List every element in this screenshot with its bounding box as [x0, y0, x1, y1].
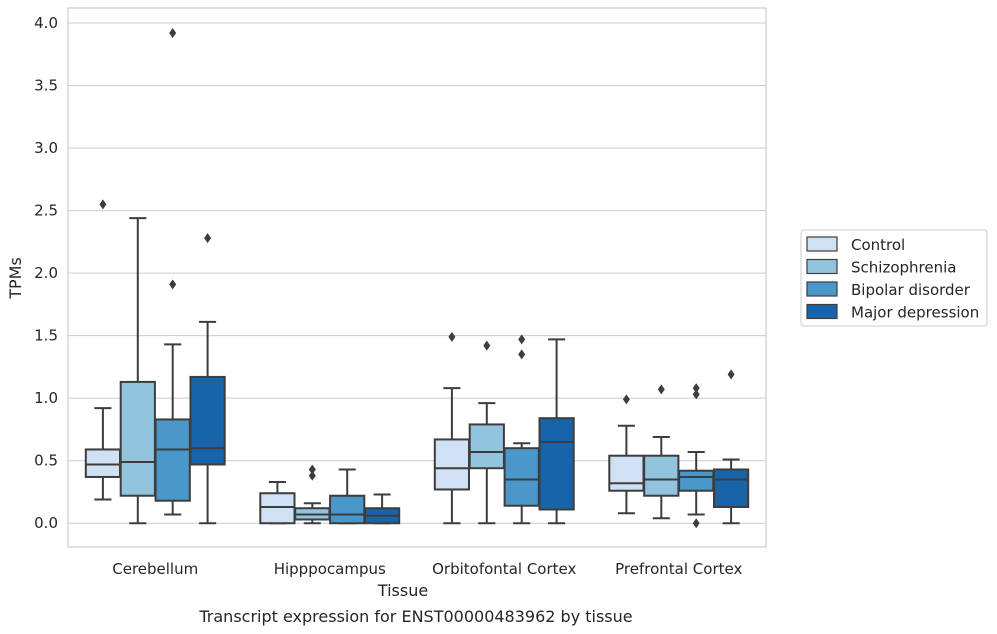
x-axis-label: Tissue	[377, 581, 428, 600]
outlier-point	[727, 369, 735, 380]
outlier-point	[518, 349, 526, 360]
iqr-box	[468, 423, 505, 470]
iqr-box	[154, 418, 191, 502]
x-tick-label: Orbitofontal Cortex	[432, 560, 576, 578]
outlier-point	[692, 383, 700, 394]
legend-swatch	[806, 303, 838, 320]
outlier-point	[169, 28, 177, 39]
x-tick-labels: Cerebellum Hipppocampus Orbitofontal Corte…	[112, 560, 742, 578]
iqr-box	[712, 468, 750, 508]
legend-swatch	[806, 258, 838, 275]
box-control-3	[608, 394, 645, 515]
iqr-box	[189, 375, 226, 466]
iqr-box	[259, 492, 296, 525]
box-major-depression-1	[363, 493, 401, 525]
x-tick-label: Prefrontal Cortex	[615, 560, 742, 578]
y-tick-label: 3.0	[34, 139, 58, 157]
outlier-point	[692, 389, 700, 400]
x-tick-label: Hipppocampus	[274, 560, 386, 578]
outlier-point	[169, 279, 177, 290]
outlier-point	[204, 233, 212, 244]
box-control-0	[84, 199, 122, 501]
plot-area-frame	[67, 7, 767, 548]
legend-label: Schizophrenia	[851, 259, 956, 277]
iqr-box	[678, 469, 715, 492]
legend: Control Schizophrenia Bipolar disorder Majo…	[800, 229, 988, 327]
outlier-point	[518, 334, 526, 345]
box-major-depression-0	[189, 233, 226, 525]
iqr-box	[433, 438, 471, 491]
boxes	[84, 28, 750, 529]
outlier-point	[448, 331, 456, 342]
outlier-point	[622, 394, 630, 405]
legend-frame	[800, 229, 988, 327]
box-major-depression-3	[712, 369, 750, 525]
y-tick-label: 0.5	[34, 452, 58, 470]
y-tick-label: 2.5	[34, 202, 58, 220]
iqr-box	[538, 417, 575, 511]
iqr-box	[643, 454, 680, 497]
y-tick-labels: 0.0 0.5 1.0 1.5 2.0 2.5 3.0 3.5 4.0	[34, 14, 58, 532]
outlier-point	[483, 340, 491, 351]
outlier-point	[657, 384, 665, 395]
y-tick-label: 3.5	[34, 77, 58, 95]
outlier-point	[692, 518, 700, 529]
chart-caption: Transcript expression for ENST0000048396…	[198, 607, 632, 626]
box-bipolar-disorder-3	[678, 383, 715, 529]
legend-label: Control	[851, 236, 905, 254]
x-tick-label: Cerebellum	[112, 560, 198, 578]
box-schizophrenia-3	[643, 384, 680, 520]
box-bipolar-disorder-2	[503, 334, 540, 525]
iqr-box	[119, 380, 156, 497]
legend-label: Bipolar disorder	[851, 281, 971, 299]
box-bipolar-disorder-1	[329, 468, 366, 525]
y-tick-label: 1.0	[34, 389, 58, 407]
y-tick-label: 1.5	[34, 327, 58, 345]
box-schizophrenia-2	[468, 340, 505, 525]
outlier-point	[99, 199, 107, 210]
box-schizophrenia-0	[119, 217, 156, 525]
box-schizophrenia-1	[294, 464, 331, 525]
outlier-point	[308, 464, 316, 475]
iqr-box	[608, 454, 645, 492]
legend-label: Major depression	[851, 304, 979, 322]
box-control-2	[433, 331, 471, 525]
box-control-1	[259, 480, 296, 525]
legend-swatch	[806, 236, 838, 252]
iqr-box	[84, 448, 122, 478]
y-axis-label: TPMs	[6, 257, 25, 300]
y-tick-label: 0.0	[34, 514, 58, 532]
outlier-point	[308, 470, 316, 481]
y-tick-label: 4.0	[34, 14, 58, 32]
box-major-depression-2	[538, 338, 575, 525]
iqr-box	[329, 494, 366, 525]
box-bipolar-disorder-0	[154, 28, 191, 516]
legend-swatch	[806, 281, 838, 297]
y-tick-label: 2.0	[34, 264, 58, 282]
iqr-box	[503, 447, 540, 507]
